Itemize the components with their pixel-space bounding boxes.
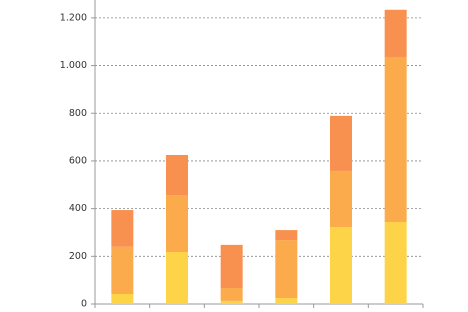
bar-segment bbox=[384, 221, 407, 304]
y-tick-label: 0 bbox=[81, 299, 87, 310]
bar-segment bbox=[220, 300, 243, 304]
bar-segment bbox=[330, 226, 352, 304]
y-tick-label: 200 bbox=[69, 251, 87, 262]
bar-segment bbox=[220, 244, 243, 289]
y-tick-label: 1.000 bbox=[60, 60, 87, 71]
bar-segment bbox=[275, 240, 298, 299]
y-tick-label: 800 bbox=[69, 108, 87, 119]
bar-segment bbox=[330, 170, 352, 227]
bar-segment bbox=[166, 252, 188, 304]
bar-segment bbox=[384, 9, 407, 57]
bar-segment bbox=[275, 230, 298, 241]
bar-segment bbox=[111, 210, 134, 247]
bar-segment bbox=[220, 288, 243, 301]
bar-segment bbox=[275, 298, 298, 304]
bar-segment bbox=[111, 246, 134, 294]
y-tick-label: 600 bbox=[69, 155, 87, 166]
bar-segment bbox=[166, 154, 188, 196]
y-tick-label: 1.200 bbox=[60, 12, 87, 23]
bar-segment bbox=[166, 195, 188, 253]
y-tick-label: 400 bbox=[69, 203, 87, 214]
bar-segment bbox=[111, 293, 134, 304]
bar-segment bbox=[384, 56, 407, 222]
bar-segment bbox=[330, 115, 352, 171]
